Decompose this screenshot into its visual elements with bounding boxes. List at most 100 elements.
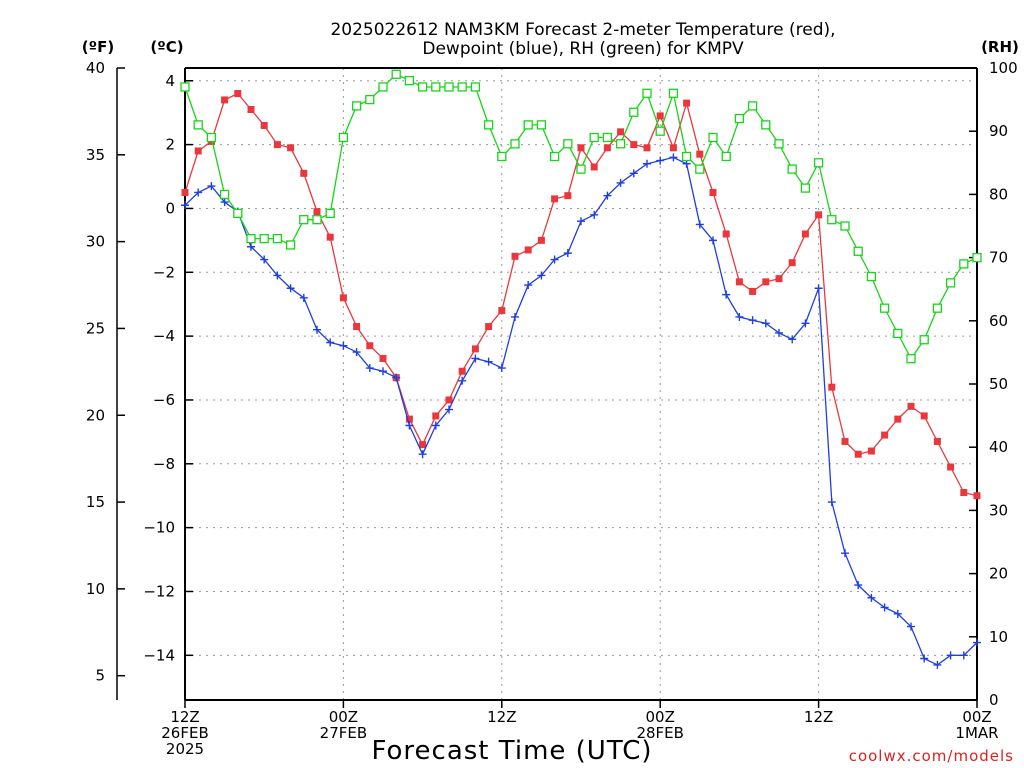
dewpoint-point bbox=[260, 255, 269, 264]
temperature-point bbox=[379, 354, 387, 362]
temperature-point bbox=[854, 450, 862, 458]
fahrenheit-tick-label: 20 bbox=[86, 406, 105, 424]
dewpoint-point bbox=[907, 622, 915, 631]
rh-point bbox=[351, 101, 362, 111]
temperature-point bbox=[471, 345, 479, 353]
rh-point bbox=[774, 139, 784, 149]
dewpoint-point bbox=[563, 249, 572, 258]
temperature-point bbox=[221, 96, 229, 104]
temperature-point bbox=[432, 412, 440, 420]
dewpoint-point bbox=[484, 357, 493, 366]
dewpoint-point bbox=[313, 325, 321, 334]
rh-point bbox=[180, 82, 190, 92]
temperature-point bbox=[656, 112, 664, 120]
x-tick-label: 00Z bbox=[329, 708, 358, 726]
rh-point bbox=[681, 151, 692, 162]
dewpoint-point bbox=[946, 651, 955, 660]
temperature-point bbox=[339, 294, 347, 302]
rh-point bbox=[259, 233, 269, 244]
temperature-point bbox=[947, 463, 955, 471]
dewpoint-point bbox=[973, 638, 981, 647]
dewpoint-point bbox=[629, 169, 638, 178]
dewpoint-point bbox=[893, 609, 902, 618]
rh-point bbox=[206, 132, 217, 143]
dewpoint-point bbox=[339, 341, 348, 350]
rh-point bbox=[708, 132, 718, 143]
x-tick-label: 00Z bbox=[646, 708, 675, 726]
dewpoint-point bbox=[471, 354, 480, 363]
temperature-point bbox=[537, 236, 545, 244]
temperature-point bbox=[234, 90, 242, 98]
temperature-point bbox=[260, 121, 268, 129]
dewpoint-point bbox=[458, 376, 467, 385]
temperature-point bbox=[828, 383, 836, 391]
dewpoint-point bbox=[788, 335, 797, 344]
rh-point bbox=[695, 164, 705, 174]
temperature-point bbox=[722, 230, 730, 238]
fahrenheit-tick-label: 10 bbox=[86, 580, 105, 598]
celsius-tick-label: −2 bbox=[153, 263, 175, 281]
temperature-point bbox=[353, 323, 361, 331]
rh-point bbox=[193, 120, 203, 130]
temperature-point bbox=[313, 208, 321, 216]
series-temperature bbox=[181, 90, 981, 500]
rh-tick-label: 0 bbox=[989, 691, 999, 709]
x-tick-label: 12Z bbox=[487, 708, 516, 726]
series-rh bbox=[180, 69, 982, 364]
rh-point bbox=[312, 215, 322, 225]
temperature-point bbox=[643, 144, 651, 152]
fahrenheit-unit-label: (ºF) bbox=[82, 38, 114, 56]
dewpoint-point bbox=[722, 290, 731, 299]
dewpoint-point bbox=[748, 316, 757, 325]
temperature-point bbox=[907, 402, 915, 410]
rh-point bbox=[721, 151, 731, 162]
rh-point bbox=[589, 132, 599, 143]
celsius-unit-label: (ºC) bbox=[150, 38, 183, 56]
x-tick-label: 28FEB bbox=[636, 724, 683, 742]
rh-point bbox=[285, 240, 296, 250]
rh-point bbox=[510, 139, 520, 149]
celsius-tick-label: 0 bbox=[165, 199, 175, 217]
celsius-tick-label: −8 bbox=[153, 455, 175, 473]
dewpoint-point bbox=[801, 319, 810, 328]
x-tick-label: 12Z bbox=[804, 708, 833, 726]
rh-tick-label: 10 bbox=[989, 628, 1008, 646]
celsius-tick-label: −4 bbox=[153, 327, 175, 345]
dewpoint-point bbox=[590, 210, 599, 219]
rh-point bbox=[893, 328, 903, 339]
temperature-point bbox=[788, 259, 796, 267]
rh-point bbox=[919, 335, 929, 345]
rh-point bbox=[827, 215, 837, 225]
temperature-point bbox=[419, 441, 427, 449]
temperature-point bbox=[696, 150, 704, 158]
rh-point bbox=[391, 69, 401, 79]
rh-point bbox=[246, 233, 256, 244]
rh-point bbox=[853, 246, 863, 256]
rh-point bbox=[813, 158, 824, 168]
rh-tick-label: 60 bbox=[989, 312, 1008, 330]
fahrenheit-tick-label: 35 bbox=[86, 146, 105, 164]
rh-point bbox=[233, 208, 243, 219]
rh-point bbox=[932, 303, 943, 313]
dewpoint-point bbox=[656, 156, 665, 165]
dewpoint-point bbox=[181, 201, 189, 210]
chart-title-line2: Dewpoint (blue), RH (green) for KMPV bbox=[422, 39, 744, 59]
celsius-tick-label: −6 bbox=[153, 391, 175, 409]
rh-point bbox=[879, 303, 890, 313]
celsius-tick-label: −12 bbox=[143, 582, 175, 600]
x-tick-label: 27FEB bbox=[320, 724, 367, 742]
rh-point bbox=[404, 75, 415, 86]
rh-point bbox=[563, 139, 573, 149]
x-tick-label: 00Z bbox=[962, 708, 991, 726]
dewpoint-point bbox=[431, 421, 440, 430]
rh-tick-label: 90 bbox=[989, 122, 1008, 140]
celsius-tick-label: 2 bbox=[165, 136, 175, 154]
dewpoint-point bbox=[405, 421, 414, 430]
dewpoint-point bbox=[497, 364, 506, 373]
x-tick-label: 1MAR bbox=[955, 724, 998, 742]
dewpoint-point bbox=[603, 191, 612, 200]
celsius-tick-label: 4 bbox=[165, 72, 175, 90]
temperature-point bbox=[551, 195, 559, 203]
rh-point bbox=[840, 221, 850, 231]
x-tick-label: 26FEB bbox=[161, 724, 208, 742]
